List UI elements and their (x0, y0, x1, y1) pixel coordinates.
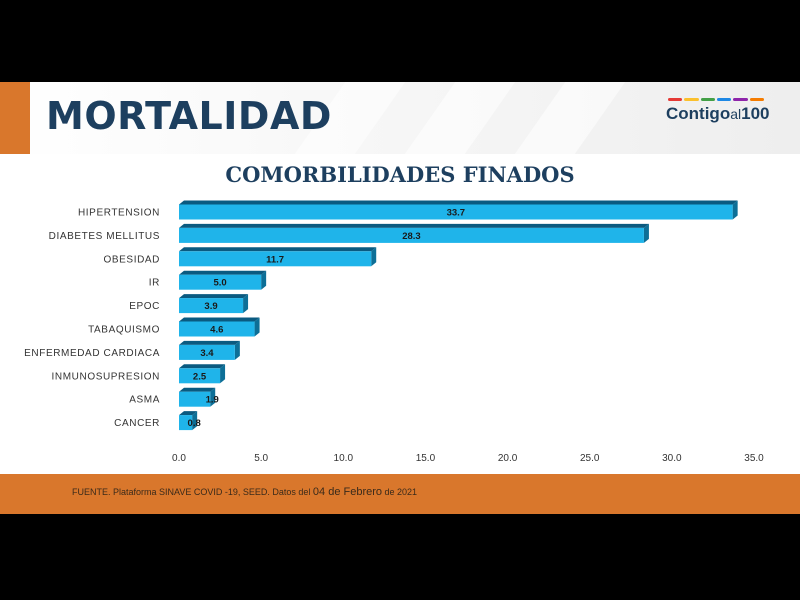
bar-chart: HIPERTENSION 33.7 DIABETES MELLITUS 28.3 OBE… (24, 200, 764, 464)
category-label: TABAQUISMO (88, 325, 160, 336)
bar-top (179, 387, 216, 392)
x-tick-label: 5.0 (254, 453, 268, 464)
chart-area: HIPERTENSION 33.7 DIABETES MELLITUS 28.3 OBE… (0, 154, 800, 474)
bar (179, 344, 235, 360)
bar-side (210, 387, 216, 407)
slide: MORTALIDAD Contigoal100 HIPERTENSION 33.7… (0, 82, 800, 514)
bar-value-label: 33.7 (447, 208, 466, 219)
bar (179, 298, 244, 314)
x-tick-label: 25.0 (580, 453, 600, 464)
logo-line-4 (733, 98, 748, 101)
bar-value-label: 11.7 (266, 254, 284, 265)
x-tick-label: 0.0 (172, 453, 186, 464)
x-tick-label: 10.0 (334, 453, 354, 464)
bar-top (179, 411, 198, 416)
chart-title: COMORBILIDADES FINADOS (225, 162, 575, 187)
bar-top (179, 317, 260, 322)
bar-side (234, 340, 240, 360)
page-title: MORTALIDAD (46, 94, 332, 138)
logo-text: Contigoal100 (666, 104, 770, 123)
bar-side (643, 223, 649, 243)
bar-side (220, 364, 226, 384)
category-label: ASMA (129, 395, 160, 406)
x-tick-label: 30.0 (662, 453, 682, 464)
bar-top (179, 223, 649, 228)
bar-top (179, 340, 240, 345)
bar (179, 415, 193, 431)
source-note: FUENTE. Plataforma SINAVE COVID -19, SEE… (72, 486, 418, 498)
bar-value-label: 3.4 (200, 348, 214, 359)
bar-top (179, 200, 738, 205)
bar-top (179, 364, 226, 369)
logo-line-0 (668, 98, 683, 101)
bar-side (732, 200, 738, 220)
header-band: MORTALIDAD Contigoal100 (0, 82, 800, 154)
bar-top (179, 247, 377, 252)
bar-side (261, 270, 267, 290)
logo-line-3 (716, 98, 732, 101)
bar-top (179, 294, 249, 299)
category-label: INMUNOSUPRESION (52, 371, 160, 382)
bar-side (192, 411, 198, 431)
bar-side (243, 294, 249, 314)
bar-value-label: 28.3 (402, 231, 421, 242)
logo-line-1 (684, 98, 699, 101)
category-label: ENFERMEDAD CARDIACA (24, 348, 160, 359)
bar-value-label: 1.9 (206, 395, 219, 406)
bar-top (179, 270, 267, 275)
bar (179, 368, 221, 384)
footer-band: FUENTE. Plataforma SINAVE COVID -19, SEE… (0, 474, 800, 514)
x-tick-label: 15.0 (416, 453, 436, 464)
header-accent-bar (0, 82, 30, 154)
category-label: DIABETES MELLITUS (49, 231, 160, 242)
category-label: IR (149, 278, 160, 289)
x-tick-label: 35.0 (744, 453, 764, 464)
bar-side (254, 317, 260, 337)
bar-value-label: 3.9 (204, 301, 217, 312)
bar-value-label: 4.6 (210, 325, 223, 336)
bar-value-label: 2.5 (193, 371, 207, 382)
logo: Contigoal100 (666, 98, 770, 138)
category-label: EPOC (129, 301, 160, 312)
bar-value-label: 0.8 (188, 418, 201, 429)
logo-color-lines (668, 98, 764, 102)
bar (179, 321, 255, 337)
logo-line-2 (700, 98, 715, 101)
bar-side (371, 247, 377, 267)
bar (179, 251, 372, 267)
category-label: CANCER (114, 418, 160, 429)
bar (179, 391, 211, 407)
bar (179, 204, 733, 220)
x-tick-label: 20.0 (498, 453, 518, 464)
logo-line-5 (749, 98, 764, 101)
category-label: HIPERTENSION (78, 208, 160, 219)
bar-value-label: 5.0 (213, 278, 226, 289)
category-label: OBESIDAD (104, 254, 160, 265)
bar (179, 227, 644, 243)
bar (179, 274, 262, 290)
